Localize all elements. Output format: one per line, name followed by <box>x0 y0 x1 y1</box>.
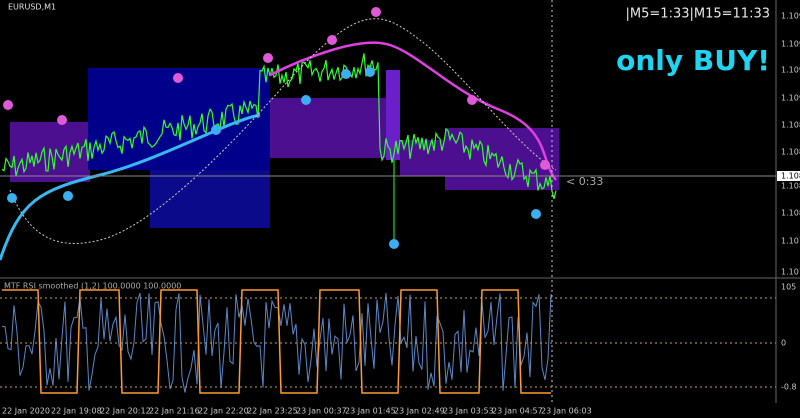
time-label: 22 Jan 20:12 <box>100 407 151 416</box>
price-label: 1.109 <box>781 66 800 75</box>
time-label: 22 Jan 21:16 <box>149 407 200 416</box>
time-label: 22 Jan 19:08 <box>51 407 102 416</box>
time-label: 23 Jan 00:37 <box>296 407 347 416</box>
time-label: 23 Jan 06:03 <box>541 407 592 416</box>
signal-dot <box>531 209 541 219</box>
time-label: 23 Jan 03:53 <box>443 407 494 416</box>
signal-dot <box>63 191 73 201</box>
time-label: 22 Jan 23:25 <box>247 407 298 416</box>
signal-dot <box>371 7 381 17</box>
banner: only BUY! <box>616 44 770 77</box>
indicator-fast <box>1 292 552 393</box>
price-label: 1.107 <box>781 237 800 246</box>
price-label: 1.109 <box>781 40 800 49</box>
time-label: 23 Jan 04:57 <box>492 407 543 416</box>
timer: |M5=1:33|M15=11:33 <box>626 7 770 22</box>
signal-dot <box>389 239 399 249</box>
indicator-title: MTF RSI smoothed (1,2) 100.0000 100.0000 <box>4 282 181 291</box>
price-label: 1.108 <box>781 121 800 130</box>
signal-dot <box>7 193 17 203</box>
envelope <box>9 18 557 244</box>
price-trace <box>1 53 557 199</box>
indicator-slow <box>2 289 551 394</box>
bid-label-box <box>777 171 800 181</box>
signal-dot <box>263 53 273 63</box>
signal-dot <box>301 95 311 105</box>
boxes <box>10 68 559 228</box>
signal-dot <box>327 35 337 45</box>
zone <box>150 170 270 228</box>
symbol: EURUSD,M1 <box>8 3 56 12</box>
price-label: 1.108 <box>781 148 800 157</box>
countdown: < 0:33 <box>566 175 603 188</box>
signal-dot <box>211 125 221 135</box>
price-label: 1.108 <box>781 182 800 191</box>
indicator-axis-label: -0.8 <box>781 383 797 392</box>
signal-dot <box>341 69 351 79</box>
zone <box>88 68 270 170</box>
zone <box>400 140 445 176</box>
price-label: 1.109 <box>781 12 800 21</box>
signal-dot <box>467 95 477 105</box>
price-label: 1.108 <box>781 172 800 181</box>
indicator-axis-label: 105 <box>781 283 796 292</box>
price-lines <box>0 7 557 394</box>
axes: 1.1091.1091.1091.1091.1081.1081.1081.108… <box>2 12 800 416</box>
time-label: 22 Jan 22:20 <box>198 407 249 416</box>
time-label: 23 Jan 01:45 <box>345 407 396 416</box>
zone <box>270 98 388 158</box>
time-label: 22 Jan 2020 <box>2 407 50 416</box>
signal-dot <box>3 100 13 110</box>
price-label: 1.109 <box>781 94 800 103</box>
moving-average <box>0 113 261 261</box>
indicator-axis-label: 0 <box>781 339 786 348</box>
price-label: 1.108 <box>781 209 800 218</box>
signal-dot <box>173 73 183 83</box>
signal-dot <box>365 67 375 77</box>
zone <box>386 70 400 160</box>
price-label: 1.107 <box>781 268 800 277</box>
signal-dot <box>540 160 550 170</box>
signal-dot <box>57 115 67 125</box>
time-label: 23 Jan 02:49 <box>394 407 445 416</box>
trend-line <box>269 41 557 181</box>
